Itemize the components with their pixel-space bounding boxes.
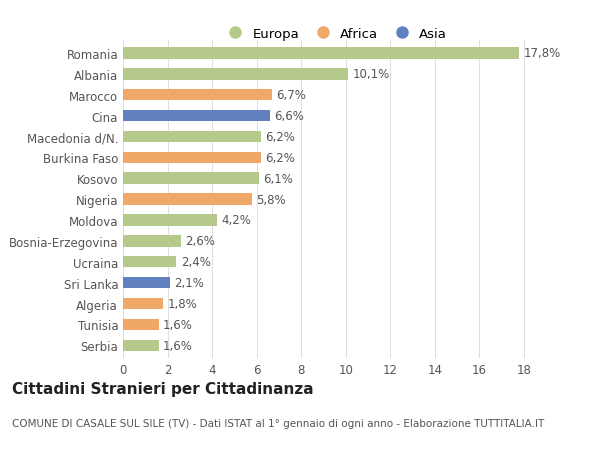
Bar: [123, 298, 163, 309]
Text: 6,7%: 6,7%: [277, 89, 307, 102]
Bar: [123, 111, 270, 122]
Text: COMUNE DI CASALE SUL SILE (TV) - Dati ISTAT al 1° gennaio di ogni anno - Elabora: COMUNE DI CASALE SUL SILE (TV) - Dati IS…: [12, 418, 544, 428]
Text: 10,1%: 10,1%: [352, 68, 389, 81]
Text: 6,6%: 6,6%: [274, 110, 304, 123]
Bar: [123, 235, 181, 247]
Bar: [123, 131, 261, 143]
Text: 2,4%: 2,4%: [181, 256, 211, 269]
Text: Cittadini Stranieri per Cittadinanza: Cittadini Stranieri per Cittadinanza: [12, 381, 314, 396]
Bar: [123, 90, 272, 101]
Bar: [123, 277, 170, 289]
Bar: [123, 152, 261, 164]
Bar: [123, 319, 158, 330]
Text: 5,8%: 5,8%: [257, 193, 286, 206]
Text: 2,6%: 2,6%: [185, 235, 215, 248]
Text: 2,1%: 2,1%: [174, 276, 204, 290]
Text: 17,8%: 17,8%: [524, 47, 561, 60]
Bar: [123, 194, 252, 205]
Legend: Europa, Africa, Asia: Europa, Africa, Asia: [217, 22, 452, 46]
Bar: [123, 69, 348, 80]
Bar: [123, 257, 176, 268]
Text: 6,2%: 6,2%: [265, 151, 295, 164]
Text: 6,2%: 6,2%: [265, 131, 295, 144]
Bar: [123, 215, 217, 226]
Text: 1,6%: 1,6%: [163, 339, 193, 352]
Text: 6,1%: 6,1%: [263, 172, 293, 185]
Text: 4,2%: 4,2%: [221, 214, 251, 227]
Bar: [123, 48, 519, 60]
Bar: [123, 340, 158, 351]
Text: 1,8%: 1,8%: [167, 297, 197, 310]
Text: 1,6%: 1,6%: [163, 318, 193, 331]
Bar: [123, 173, 259, 185]
